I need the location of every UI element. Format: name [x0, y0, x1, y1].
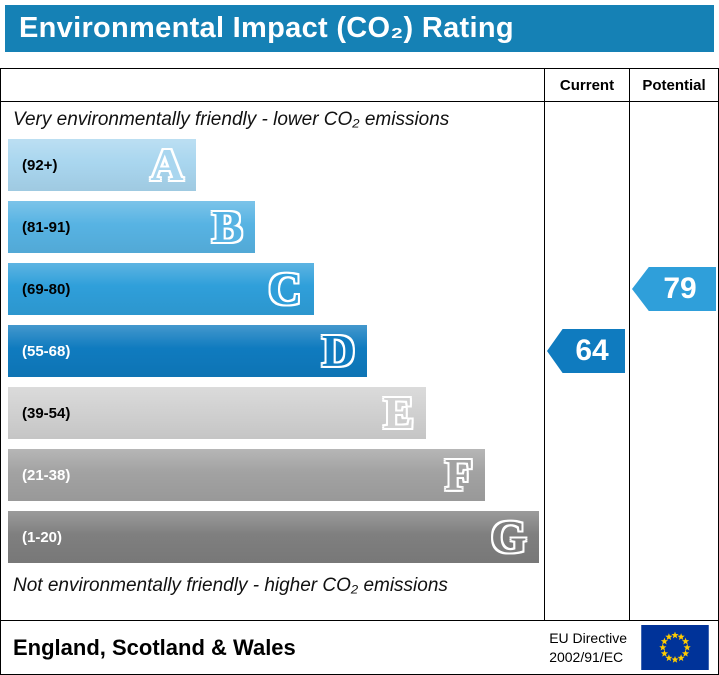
band-row-f: (21-38) F — [8, 449, 486, 501]
band-row-e: (39-54) E — [8, 387, 427, 439]
eu-directive-text: EU Directive 2002/91/EC — [549, 629, 639, 667]
region-label: England, Scotland & Wales — [13, 634, 296, 660]
band-c-letter: C — [268, 263, 302, 314]
page-title: Environmental Impact (CO₂) Rating — [19, 12, 514, 44]
eu-directive-line2: 2002/91/EC — [549, 648, 624, 665]
band-a-range: (92+) — [22, 156, 58, 174]
bands-area: (92+) A (81-91) B (69-80) C (55-68) D (3… — [8, 139, 544, 563]
column-divider-current — [544, 69, 545, 620]
band-d-range: (55-68) — [22, 342, 71, 360]
potential-rating-value: 79 — [663, 272, 697, 305]
title-bar: Environmental Impact (CO₂) Rating — [5, 5, 714, 52]
band-b-range: (81-91) — [22, 218, 71, 236]
band-row-b: (81-91) B — [8, 201, 255, 253]
footer: England, Scotland & Wales EU Directive 2… — [0, 620, 719, 675]
current-rating-value: 64 — [575, 334, 609, 367]
band-g-range: (1-20) — [22, 528, 63, 546]
band-g-letter: G — [490, 511, 527, 562]
eu-flag-icon — [641, 625, 709, 670]
caption-bottom: Not environmentally friendly - higher CO… — [13, 575, 448, 596]
band-row-g: (1-20) G — [8, 511, 539, 563]
potential-rating-arrow: 79 — [632, 267, 716, 311]
band-f-letter: F — [444, 449, 474, 500]
band-c-range: (69-80) — [22, 280, 71, 298]
potential-column-header: Potential — [642, 76, 706, 94]
band-row-c: (69-80) C — [8, 263, 314, 315]
band-row-a: (92+) A — [8, 139, 196, 191]
band-e-letter: E — [383, 387, 415, 438]
header-divider-line — [1, 101, 718, 102]
band-b-letter: B — [211, 201, 243, 252]
current-column-header: Current — [559, 76, 615, 94]
column-divider-potential — [629, 69, 630, 620]
rating-chart: Current Potential Very environmentally f… — [0, 68, 719, 621]
caption-top: Very environmentally friendly - lower CO… — [13, 109, 450, 130]
current-rating-arrow: 64 — [547, 329, 625, 373]
eu-directive-line1: EU Directive — [549, 629, 627, 646]
band-e-range: (39-54) — [22, 404, 71, 422]
band-f-range: (21-38) — [22, 466, 71, 484]
band-a-letter: A — [150, 139, 184, 190]
band-row-d: (55-68) D — [8, 325, 368, 377]
band-d-letter: D — [321, 325, 356, 376]
